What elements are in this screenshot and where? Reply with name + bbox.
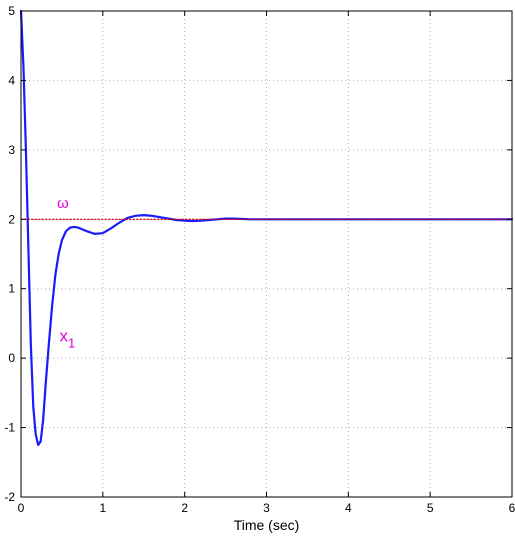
ticks: 0 1 2 3 4 5 6 -2 -1 0 1 2 3 4 5 — [4, 4, 515, 515]
x-tick-label-0: 0 — [18, 501, 25, 515]
y-tick-label-0: -2 — [4, 490, 15, 504]
grid — [21, 11, 512, 497]
x-tick-label-5: 5 — [427, 501, 434, 515]
annotation-1: x1 — [59, 326, 75, 350]
series-layer — [19, 9, 514, 447]
x-tick-label-1: 1 — [99, 501, 106, 515]
y-tick-label-2: 0 — [8, 351, 15, 365]
x-tick-label-2: 2 — [181, 501, 188, 515]
x-tick-label-4: 4 — [345, 501, 352, 515]
y-tick-label-7: 5 — [8, 4, 15, 18]
annotation-0: ω — [57, 195, 69, 212]
annotations: ω x1 — [57, 195, 75, 350]
y-tick-label-3: 1 — [8, 282, 15, 296]
y-tick-label-6: 4 — [8, 73, 15, 87]
x-axis-label: Time (sec) — [234, 517, 300, 533]
x-tick-label-6: 6 — [509, 501, 515, 515]
y-tick-label-1: -1 — [4, 421, 15, 435]
y-tick-label-4: 2 — [8, 212, 15, 226]
x-tick-label-3: 3 — [263, 501, 270, 515]
y-tick-label-5: 3 — [8, 143, 15, 157]
